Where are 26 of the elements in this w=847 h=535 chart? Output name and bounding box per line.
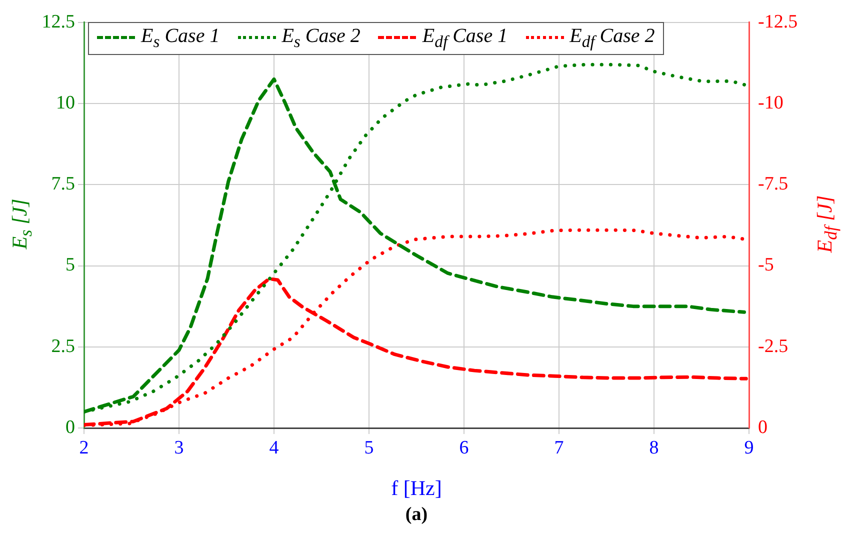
text: (a) <box>404 504 429 526</box>
legend-label: E$_{df}$ Case 2 <box>570 25 655 51</box>
y2-tick-label: -10 <box>758 92 784 114</box>
y-tick-label: 2.5 <box>51 336 75 357</box>
x-tick-label: 9 <box>744 437 754 458</box>
legend-label: E$_{df}$ Case 1 <box>422 25 508 51</box>
y-tick-label: 10 <box>56 92 75 114</box>
x-tick-label: 7 <box>554 437 564 458</box>
y2-tick-label: 0 <box>758 416 768 438</box>
x-tick-label: 5 <box>364 437 374 458</box>
y-tick-label: 12.5 <box>42 11 75 32</box>
y2-tick-label: -12.5 <box>758 11 798 32</box>
x-tick-label: 2 <box>79 437 89 458</box>
y2-tick-label: -5 <box>758 254 774 276</box>
x-axis-title: f [Hz] <box>390 476 443 501</box>
y2-tick-label: -2.5 <box>758 336 788 357</box>
legend-label: E$_{s}$ Case 1 <box>141 25 220 51</box>
x-tick-label: 6 <box>459 437 469 458</box>
y-tick-label: 5 <box>66 254 75 276</box>
y2-tick-label: -7.5 <box>758 174 788 195</box>
legend-label: E$_{s}$ Case 2 <box>282 25 360 51</box>
x-tick-label: 8 <box>649 437 659 458</box>
y-tick-label: 0 <box>66 416 75 438</box>
x-tick-label: 3 <box>174 437 184 458</box>
x-tick-label: 4 <box>269 437 280 458</box>
y-tick-label: 7.5 <box>51 174 75 195</box>
